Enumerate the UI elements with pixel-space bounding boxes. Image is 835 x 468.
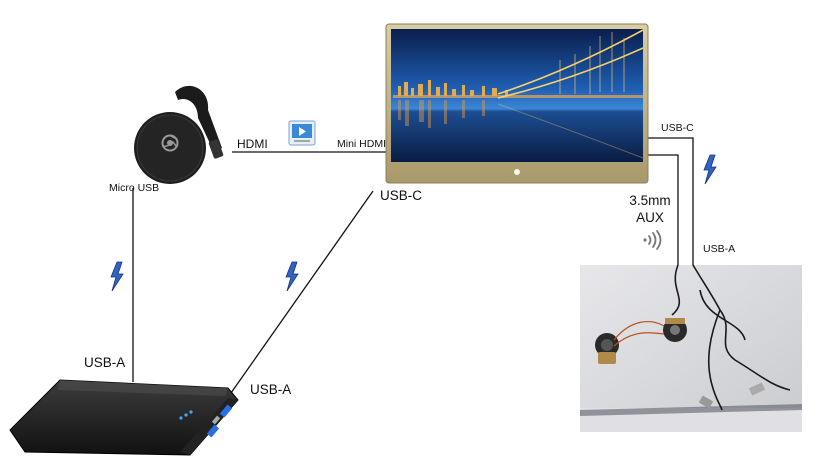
usb-a-speaker-label: USB-A — [703, 243, 735, 255]
usb-a-chromecast-label: USB-A — [84, 355, 125, 370]
video-play-icon — [289, 121, 315, 145]
usb-c-monitor-bottom-label: USB-C — [380, 188, 422, 203]
mini-hdmi-label: Mini HDMI — [337, 138, 386, 150]
lightning-bolt-icon — [111, 262, 123, 291]
lightning-bolt-icon — [286, 262, 298, 291]
chromecast-device — [134, 86, 224, 184]
lightning-bolt-icon — [704, 155, 716, 184]
usb-c-monitor-right-label: USB-C — [661, 122, 694, 134]
power-bank — [10, 380, 238, 455]
portable-monitor — [386, 24, 648, 183]
wire-monitor-powerbank — [231, 191, 373, 393]
aux-label-line1: 3.5mm — [625, 193, 675, 208]
speaker-kit-photo — [580, 265, 802, 432]
sound-waves-icon — [643, 231, 660, 249]
usb-a-powerbank-label: USB-A — [250, 382, 291, 397]
hdmi-label: HDMI — [237, 137, 268, 151]
aux-label-line2: AUX — [625, 210, 675, 225]
micro-usb-label: Micro USB — [109, 182, 159, 194]
